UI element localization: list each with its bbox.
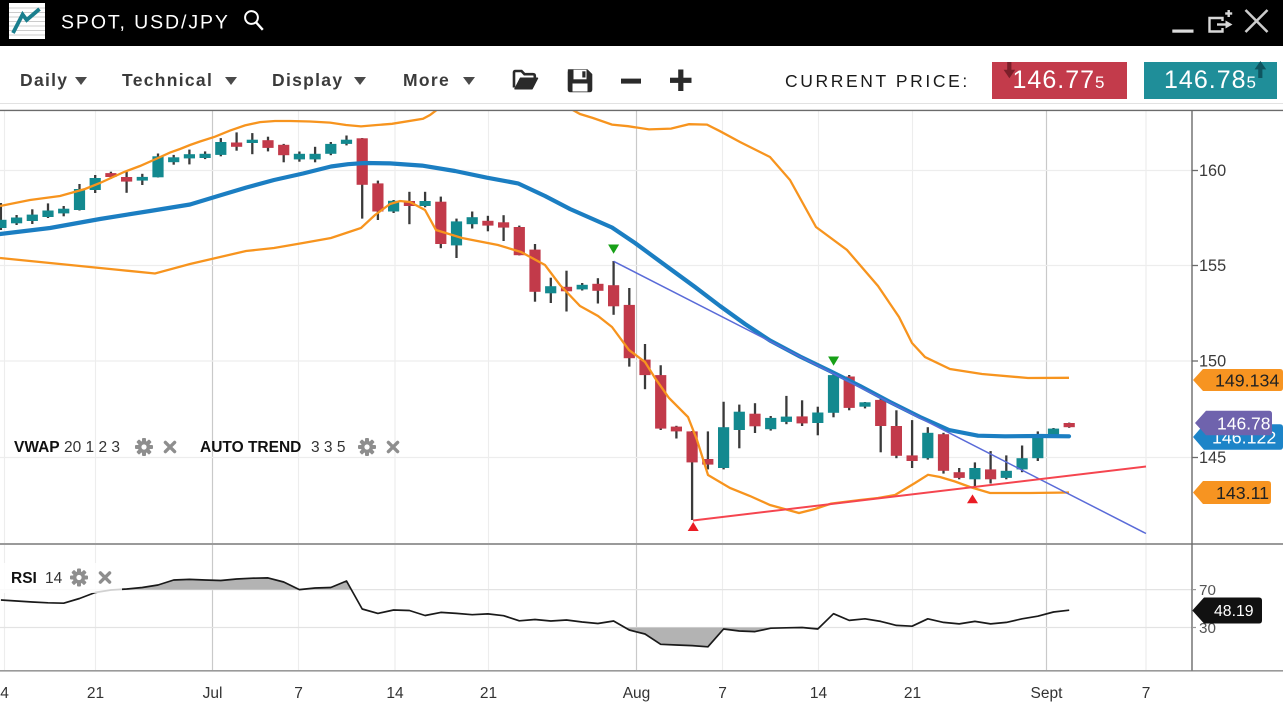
svg-text:21: 21 xyxy=(904,685,921,702)
svg-text:7: 7 xyxy=(294,685,303,702)
svg-text:20 1 2 3: 20 1 2 3 xyxy=(64,439,120,456)
svg-text:7: 7 xyxy=(1142,685,1151,702)
svg-text:4: 4 xyxy=(0,685,9,702)
svg-text:7: 7 xyxy=(718,685,727,702)
svg-text:Aug: Aug xyxy=(623,685,651,702)
svg-text:RSI: RSI xyxy=(11,570,37,587)
svg-text:Jul: Jul xyxy=(203,685,223,702)
svg-text:3 3 5: 3 3 5 xyxy=(311,439,345,456)
svg-text:155: 155 xyxy=(1199,257,1226,275)
svg-text:150: 150 xyxy=(1199,353,1226,371)
svg-text:14: 14 xyxy=(45,570,63,587)
svg-text:SPOT, USD/JPY: SPOT, USD/JPY xyxy=(61,12,230,34)
svg-text:Sept: Sept xyxy=(1031,685,1064,702)
svg-text:149.134: 149.134 xyxy=(1215,370,1279,390)
svg-text:160: 160 xyxy=(1199,162,1226,180)
svg-text:AUTO TREND: AUTO TREND xyxy=(200,439,301,456)
svg-text:VWAP: VWAP xyxy=(14,439,60,456)
svg-text:14: 14 xyxy=(810,685,828,702)
svg-text:30: 30 xyxy=(1199,620,1216,637)
svg-text:143.11: 143.11 xyxy=(1216,483,1269,503)
svg-text:21: 21 xyxy=(87,685,104,702)
svg-text:70: 70 xyxy=(1199,582,1216,599)
svg-text:14: 14 xyxy=(386,685,404,702)
svg-text:21: 21 xyxy=(480,685,497,702)
svg-text:48.19: 48.19 xyxy=(1214,603,1254,620)
svg-text:145: 145 xyxy=(1199,449,1226,467)
svg-text:146.78: 146.78 xyxy=(1217,413,1271,433)
